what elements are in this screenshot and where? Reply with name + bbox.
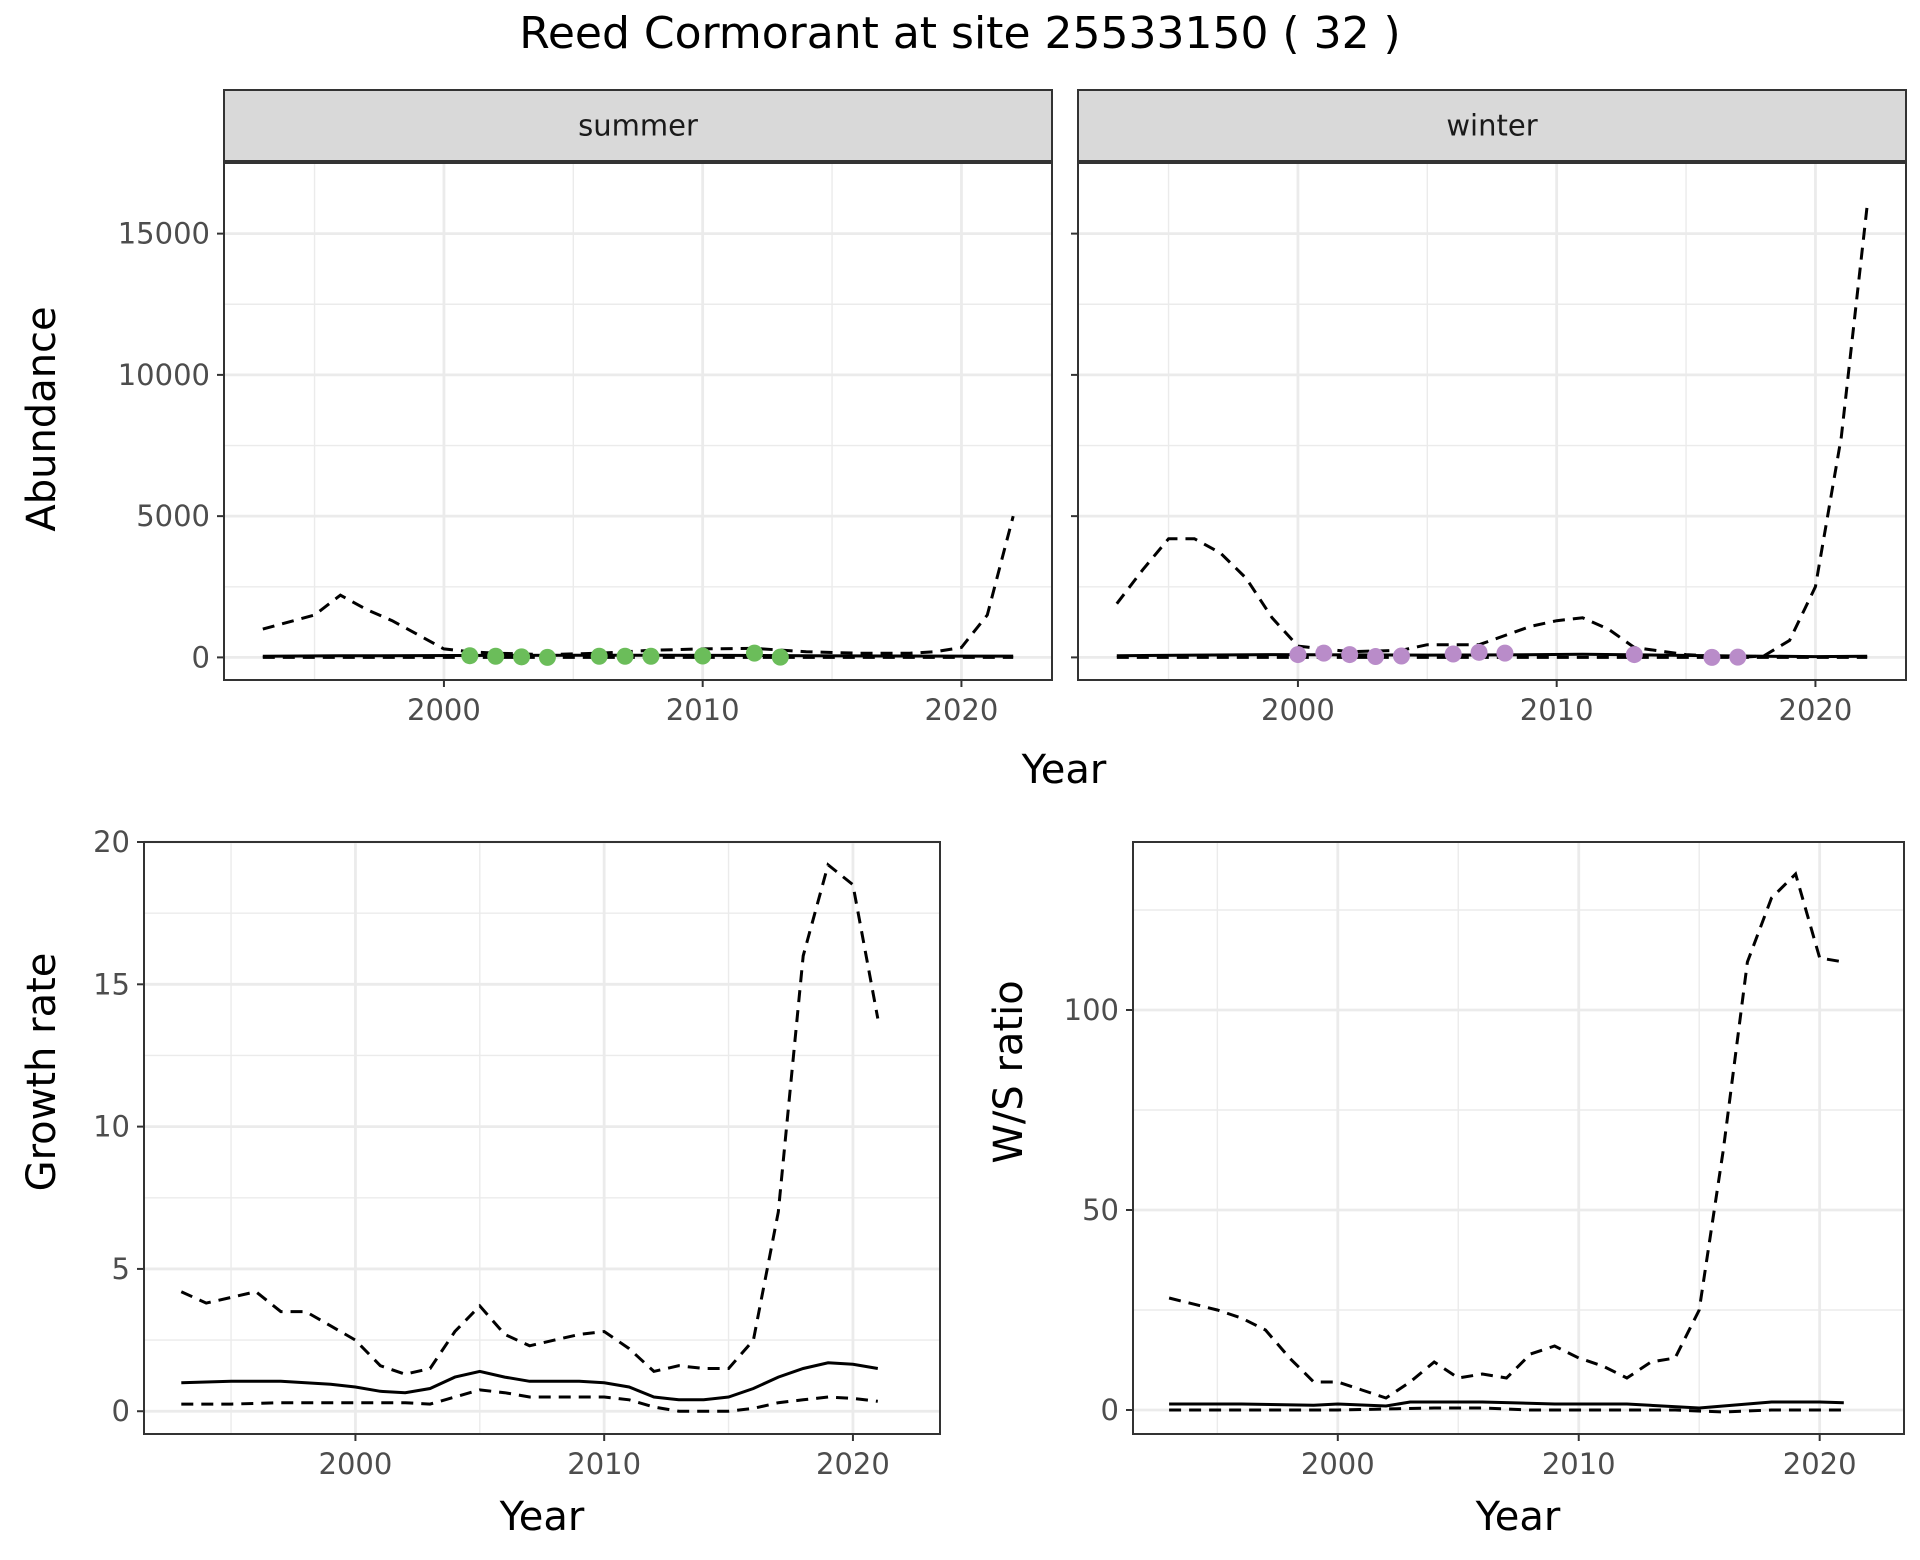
panel-border	[1077, 162, 1907, 681]
facet-strip	[1077, 89, 1907, 162]
mean-line	[1169, 1400, 1844, 1410]
ratio-y-title: W/S ratio	[986, 980, 1032, 1163]
x-tick-label: 2020	[925, 693, 999, 727]
x-tick-label: 2010	[1542, 1447, 1616, 1481]
x-tick-label: 2000	[1261, 693, 1335, 727]
mean-line	[1116, 652, 1868, 659]
upper-bound-line	[180, 862, 880, 1376]
mean-line	[181, 1361, 879, 1402]
data-point	[1367, 648, 1385, 666]
x-tick-label: 2000	[1301, 1447, 1375, 1481]
x-tick-label: 2020	[1783, 1447, 1857, 1481]
abundance-y-title: Abundance	[19, 306, 65, 531]
panel-growth-rate: Year Growth rate 2000 2010 2020 0 5 10 15 20	[19, 825, 941, 1540]
data-point	[513, 648, 531, 666]
data-point	[1729, 648, 1747, 666]
ratio-x-title: Year	[1475, 1494, 1561, 1540]
y-tick-label: 15000	[118, 217, 210, 251]
data-point	[1444, 645, 1462, 663]
y-tick-label: 0	[112, 1394, 130, 1428]
facet-strip-label: summer	[578, 109, 698, 143]
x-tick-label: 2010	[567, 1447, 641, 1481]
data-point	[1625, 646, 1643, 664]
y-tick-label: 0	[192, 640, 210, 674]
data-point	[487, 647, 505, 665]
panel-winter: winter 2000 2010 2020	[1071, 89, 1907, 727]
x-tick-label: 2010	[1520, 693, 1594, 727]
abundance-axes: Year Abundance	[19, 306, 1107, 793]
data-point	[1315, 644, 1333, 662]
growth-y-title: Growth rate	[19, 953, 65, 1192]
data-point	[1341, 646, 1359, 664]
data-point	[1392, 647, 1410, 665]
data-point	[590, 647, 608, 665]
panel-ws-ratio: Year W/S ratio 2000 2010 2020 0 50 100	[986, 841, 1905, 1540]
x-tick-label: 2010	[666, 693, 740, 727]
x-tick-label: 2000	[407, 693, 481, 727]
chart-title: Reed Cormorant at site 25533150 ( 32 )	[519, 8, 1400, 59]
data-point	[1496, 644, 1514, 662]
panel-border	[223, 162, 1053, 681]
y-tick-label: 5000	[136, 499, 210, 533]
y-tick-label: 5	[112, 1252, 130, 1286]
y-tick-label: 100	[1064, 993, 1119, 1027]
lower-bound-line	[181, 1388, 878, 1413]
upper-bound-line	[1168, 871, 1845, 1400]
y-tick-label: 50	[1082, 1193, 1119, 1227]
x-tick-label: 2020	[816, 1447, 890, 1481]
x-tick-label: 2020	[1779, 693, 1853, 727]
data-point	[616, 647, 634, 665]
lower-bound-line	[1169, 1406, 1844, 1414]
facet-strip-label: winter	[1446, 109, 1537, 143]
data-point	[1289, 646, 1307, 664]
y-tick-label: 10	[93, 1110, 130, 1144]
upper-bound-line	[1115, 205, 1869, 659]
x-tick-label: 2000	[319, 1447, 393, 1481]
growth-x-title: Year	[499, 1494, 585, 1540]
data-point	[771, 648, 789, 666]
panel-summer: summer 2000 2010 2020 0 5000 10000 15000	[118, 89, 1053, 727]
abundance-x-title: Year	[1021, 747, 1107, 793]
data-point	[1703, 648, 1721, 666]
data-point	[745, 644, 763, 662]
upper-bound-line	[262, 515, 1015, 657]
data-point	[642, 647, 660, 665]
panel-border	[1132, 841, 1905, 1435]
panel-border	[143, 841, 941, 1435]
data-point	[461, 647, 479, 665]
data-point	[1470, 643, 1488, 661]
y-tick-label: 15	[93, 967, 130, 1001]
y-tick-label: 10000	[118, 358, 210, 392]
y-tick-label: 0	[1101, 1393, 1119, 1427]
data-point	[538, 648, 556, 666]
facet-strip	[223, 89, 1053, 162]
y-tick-label: 20	[93, 825, 130, 859]
data-point	[694, 647, 712, 665]
mean-line	[262, 653, 1014, 658]
